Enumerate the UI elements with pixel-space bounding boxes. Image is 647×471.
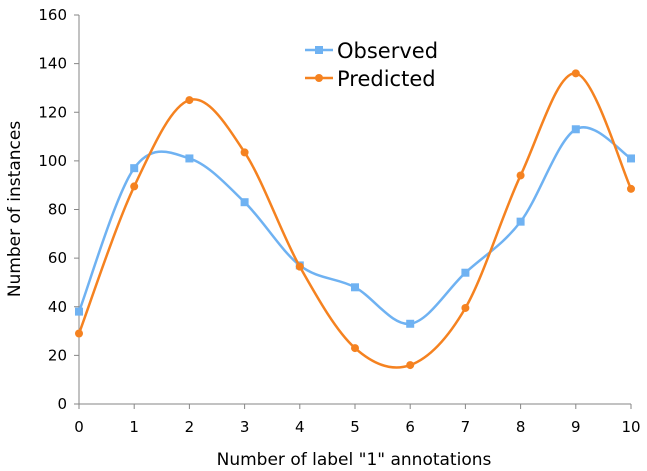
observed-point [351,283,359,292]
observed-point [516,217,525,226]
legend-label-observed: Observed [337,39,438,63]
predicted-point [240,148,249,157]
x-tick-label: 9 [571,418,581,436]
observed-point [130,164,139,173]
y-tick-label: 120 [38,103,67,121]
predicted-point [627,184,635,193]
x-tick-label: 1 [129,418,139,436]
x-tick-label: 2 [185,418,195,436]
predicted-line [77,72,633,369]
x-tick-label: 7 [461,418,471,436]
y-tick-label: 160 [38,6,67,24]
x-tick-label: 6 [405,418,415,436]
x-tick-label: 0 [74,418,84,436]
x-tick-label: 5 [350,418,360,436]
x-tick-label: 10 [621,418,640,436]
predicted-point [461,303,470,312]
observed-point [240,198,249,207]
legend-item-predicted: Predicted [305,67,436,91]
observed-point [571,125,580,134]
series-predicted [75,69,635,370]
y-tick-label: 40 [48,298,67,316]
legend-marker-predicted [315,74,323,82]
y-tick-label: 20 [48,346,67,364]
axes: 0 20 40 60 80 100 120 140 160 0 1 2 3 4 5 6 7 8 9 10 [38,6,640,436]
observed-point [75,307,83,316]
observed-line [77,126,632,326]
y-tick-label: 100 [38,152,67,170]
x-tick-label: 4 [295,418,305,436]
series-layer [75,69,635,370]
predicted-point [351,344,359,353]
predicted-point [75,329,83,338]
y-tick-label: 140 [38,55,67,73]
y-axis-title: Number of instances [5,121,25,298]
observed-point [627,154,635,163]
predicted-point [406,361,415,370]
observed-point [461,268,470,277]
predicted-point [295,262,304,271]
predicted-point [185,96,194,105]
y-tick-label: 80 [48,201,67,219]
predicted-point [516,171,525,180]
series-observed [75,125,635,328]
predicted-point [571,69,580,78]
legend-marker-observed [315,46,323,54]
x-axis-title: Number of label "1" annotations [217,450,492,470]
observed-point [185,154,194,163]
predicted-point [130,182,139,191]
x-tick-label: 3 [240,418,250,436]
legend-label-predicted: Predicted [337,67,436,91]
y-tick-label: 0 [57,395,67,413]
legend-item-observed: Observed [305,39,438,63]
observed-point [406,319,415,328]
y-tick-label: 60 [48,249,67,267]
legend: Observed Predicted [305,39,438,91]
x-tick-label: 8 [516,418,526,436]
